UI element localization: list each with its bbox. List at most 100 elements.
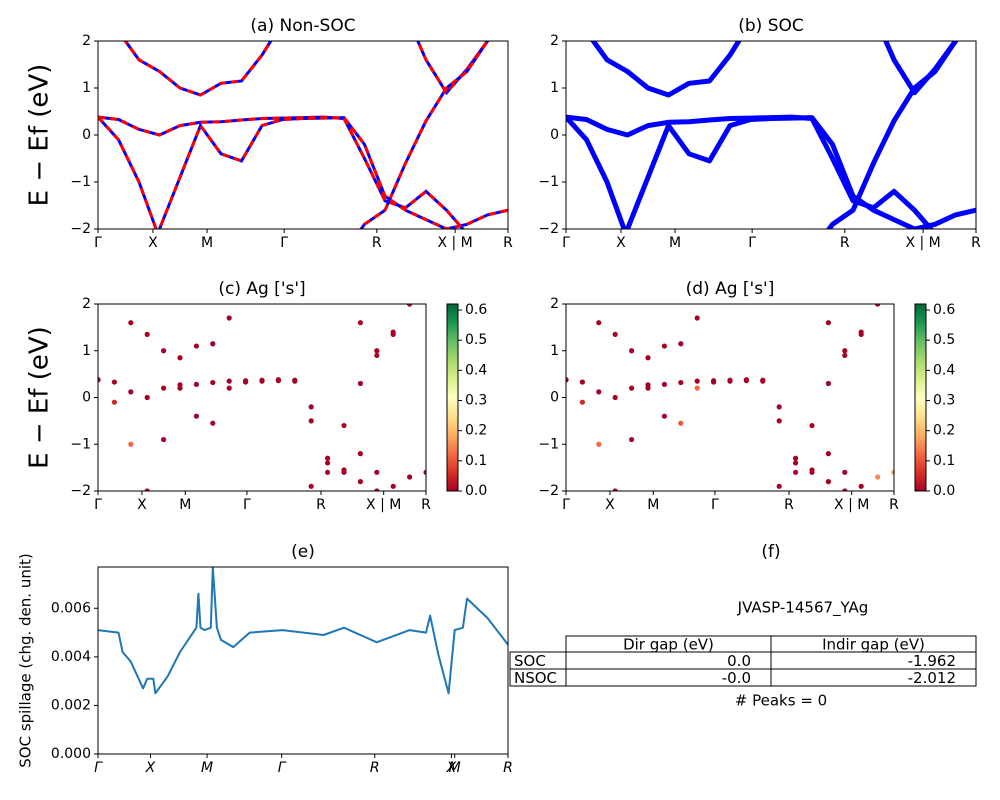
y-tick-label: 1 <box>82 343 91 359</box>
band-line <box>566 114 935 229</box>
band-dot <box>776 483 782 489</box>
band-dot <box>842 488 848 491</box>
band-dot <box>128 441 134 447</box>
x-tick-label: M <box>201 760 213 776</box>
band-dot <box>743 378 750 384</box>
panel-title: (f) <box>761 542 780 562</box>
band-dot <box>423 273 428 278</box>
band-dot <box>161 348 167 354</box>
band-dot <box>793 292 798 297</box>
table-title: JVASP-14567_YAg <box>737 599 869 618</box>
band-line <box>123 41 490 97</box>
band-line <box>98 115 465 229</box>
y-tick-label: −1 <box>538 436 559 452</box>
x-tick-label: Γ <box>243 497 251 513</box>
band-dot <box>161 436 167 443</box>
band-dot <box>374 352 380 359</box>
band-dot <box>842 348 848 354</box>
band-dot <box>407 507 412 512</box>
band-dot <box>374 469 380 475</box>
band-dot <box>128 535 133 540</box>
band-dot <box>744 264 749 269</box>
band-dot <box>374 488 380 491</box>
y-tick-label: −1 <box>70 436 91 452</box>
band-dot <box>760 377 766 383</box>
band-dot <box>825 320 832 326</box>
colorbar <box>446 303 459 492</box>
x-tick-label: M <box>647 497 659 513</box>
band-dot <box>292 377 298 383</box>
table-value: 0.0 <box>727 652 751 670</box>
x-tick-label: R <box>421 497 431 513</box>
band-dot <box>308 418 314 424</box>
band-dot <box>259 535 264 540</box>
band-dot <box>596 535 601 540</box>
band-dot <box>629 436 635 443</box>
band-dot <box>793 455 799 461</box>
colorbar-tick-label: 0.1 <box>933 453 955 469</box>
band-dot <box>629 385 635 391</box>
band-dot <box>193 343 199 349</box>
colorbar-tick-label: 0.4 <box>465 362 487 378</box>
band-dot <box>423 469 426 475</box>
band-dot <box>111 399 117 405</box>
band-dot <box>678 420 684 426</box>
row-label: SOC <box>514 652 546 670</box>
band-dot <box>308 483 314 489</box>
x-tick-label: X <box>148 235 158 251</box>
band-dot <box>193 413 199 419</box>
colorbar-tick-label: 0.3 <box>933 393 955 409</box>
column-header: Dir gap (eV) <box>623 636 714 654</box>
band-dot <box>276 264 281 269</box>
band-dot <box>341 469 347 475</box>
colorbar-tick-label: 0.6 <box>933 302 955 318</box>
y-tick-label: 0 <box>82 390 91 406</box>
band-dot <box>825 451 832 457</box>
band-dot <box>308 404 314 410</box>
band-dot <box>629 348 635 354</box>
band-dot <box>144 331 150 337</box>
band-dot <box>612 331 618 337</box>
y-tick-label: 2 <box>550 296 559 312</box>
colorbar-tick-label: 0.5 <box>465 332 487 348</box>
y-tick-label: 1 <box>550 343 559 359</box>
band-dot <box>891 469 894 475</box>
table-value: -1.962 <box>908 652 956 670</box>
axes-frame <box>565 40 977 230</box>
x-tick-label: X <box>137 497 147 513</box>
x-tick-label: X | M <box>834 497 869 513</box>
band-dot <box>210 420 216 426</box>
colorbar <box>914 303 927 492</box>
plot-area <box>95 264 428 540</box>
band-dot <box>325 469 331 475</box>
y-tick-label: 2 <box>550 33 559 49</box>
x-tick-label: X | M <box>366 497 401 513</box>
panel-title: (d) Ag ['s'] <box>686 279 775 299</box>
band-dot <box>259 264 264 269</box>
band-dot <box>292 264 297 269</box>
colorbar-tick-label: 0.6 <box>465 302 487 318</box>
band-dot <box>95 273 100 278</box>
band-dot <box>128 320 134 326</box>
x-tick-label: M <box>449 760 461 776</box>
band-dot <box>161 385 167 391</box>
band-dot <box>563 535 568 540</box>
colorbar-tick-label: 0.2 <box>933 423 955 439</box>
band-dot <box>177 535 182 540</box>
x-tick-label: X | M <box>905 235 940 251</box>
x-tick-label: R <box>784 497 794 513</box>
x-tick-label: X | M <box>437 235 472 251</box>
band-line <box>98 41 490 229</box>
band-dot <box>842 352 848 359</box>
band-dot <box>596 320 602 326</box>
y-tick-label: 2 <box>82 33 91 49</box>
y-tick-label: 2 <box>82 296 91 312</box>
x-tick-label: R <box>971 235 981 251</box>
band-dot <box>711 535 716 540</box>
band-dot <box>825 380 832 387</box>
y-tick-label: 0.002 <box>51 697 91 713</box>
band-dot <box>678 379 684 386</box>
band-dot <box>407 474 413 480</box>
band-dot <box>661 413 668 419</box>
